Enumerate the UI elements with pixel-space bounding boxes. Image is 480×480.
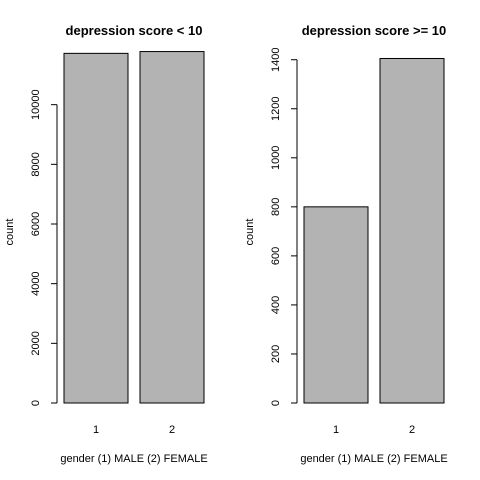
y-tick-label: 1000	[270, 146, 282, 170]
x-tick-label: 2	[409, 424, 415, 436]
y-tick-label: 0	[30, 400, 42, 406]
y-tick-label: 400	[270, 296, 282, 314]
y-tick-label: 800	[270, 198, 282, 216]
bar-1	[63, 52, 129, 404]
y-tick-label: 600	[270, 247, 282, 265]
y-axis-label: count	[244, 219, 256, 246]
y-tick-label: 200	[270, 345, 282, 363]
y-tick-label: 10000	[30, 89, 42, 120]
x-axis-label: gender (1) MALE (2) FEMALE	[60, 453, 207, 465]
bar-1	[303, 206, 369, 404]
y-axis: 0 200 400 600 800 1000 1200 1400	[270, 47, 298, 406]
x-axis-label: gender (1) MALE (2) FEMALE	[300, 453, 447, 465]
y-axis: 0 2000 4000 6000 8000 10000	[30, 89, 58, 406]
x-tick-label: 2	[169, 424, 175, 436]
chart-title: depression score >= 10	[302, 23, 447, 38]
y-tick-label: 4000	[30, 271, 42, 295]
y-axis-label: count	[4, 219, 16, 246]
bar-group	[63, 51, 205, 404]
chart-title: depression score < 10	[66, 23, 203, 38]
bar-2	[379, 57, 445, 404]
y-tick-label: 6000	[30, 212, 42, 236]
y-tick-label: 2000	[30, 331, 42, 355]
x-tick-label: 1	[93, 424, 99, 436]
y-tick-label: 1200	[270, 97, 282, 121]
x-tick-label: 1	[333, 424, 339, 436]
chart-panel-left: depression score < 10 gender (1) MALE (2…	[4, 23, 208, 465]
bar-2	[139, 51, 205, 404]
y-tick-label: 8000	[30, 152, 42, 176]
y-tick-label: 0	[270, 400, 282, 406]
bar-group	[303, 57, 445, 404]
y-tick-label: 1400	[270, 47, 282, 71]
chart-panel-right: depression score >= 10 gender (1) MALE (…	[244, 23, 448, 465]
